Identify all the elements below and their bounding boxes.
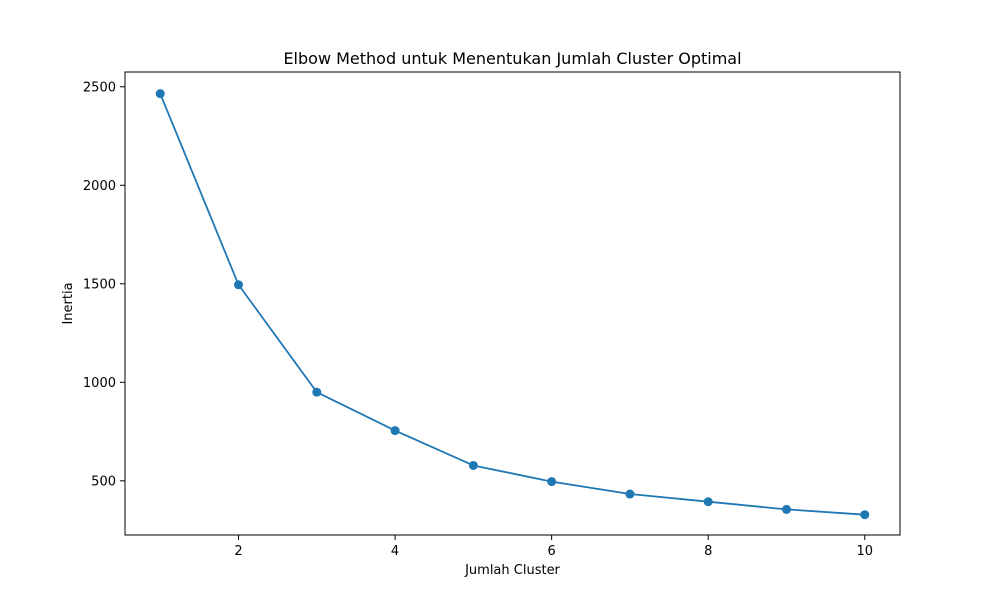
data-point	[703, 497, 713, 507]
data-point	[312, 387, 322, 397]
y-tick-label: 2000	[83, 179, 116, 194]
y-axis-ticks: 500 1000 1500 2000 2500	[83, 80, 125, 489]
x-axis-ticks: 2 4 6 8 10	[234, 535, 873, 559]
data-point	[547, 477, 557, 487]
series-line	[159, 93, 865, 516]
plot-area	[155, 89, 870, 520]
chart-title: Elbow Method untuk Menentukan Jumlah Clu…	[283, 49, 741, 68]
x-axis-label: Jumlah Cluster	[464, 563, 560, 578]
x-tick-label: 4	[391, 544, 399, 559]
y-tick-label: 2500	[83, 80, 116, 95]
x-tick-label: 2	[234, 544, 242, 559]
x-tick-label: 8	[704, 544, 712, 559]
x-tick-label: 6	[548, 544, 556, 559]
data-point	[860, 510, 870, 520]
data-point	[155, 89, 165, 99]
y-tick-label: 1000	[83, 376, 116, 391]
axes-frame	[124, 71, 901, 536]
data-point	[390, 426, 400, 436]
data-point	[781, 504, 791, 514]
data-point	[468, 460, 478, 470]
data-point	[625, 489, 635, 499]
data-point	[234, 280, 244, 290]
y-tick-label: 1500	[83, 277, 116, 292]
x-tick-label: 10	[856, 544, 873, 559]
y-tick-label: 500	[91, 474, 116, 489]
y-axis-label: Inertia	[61, 282, 76, 324]
